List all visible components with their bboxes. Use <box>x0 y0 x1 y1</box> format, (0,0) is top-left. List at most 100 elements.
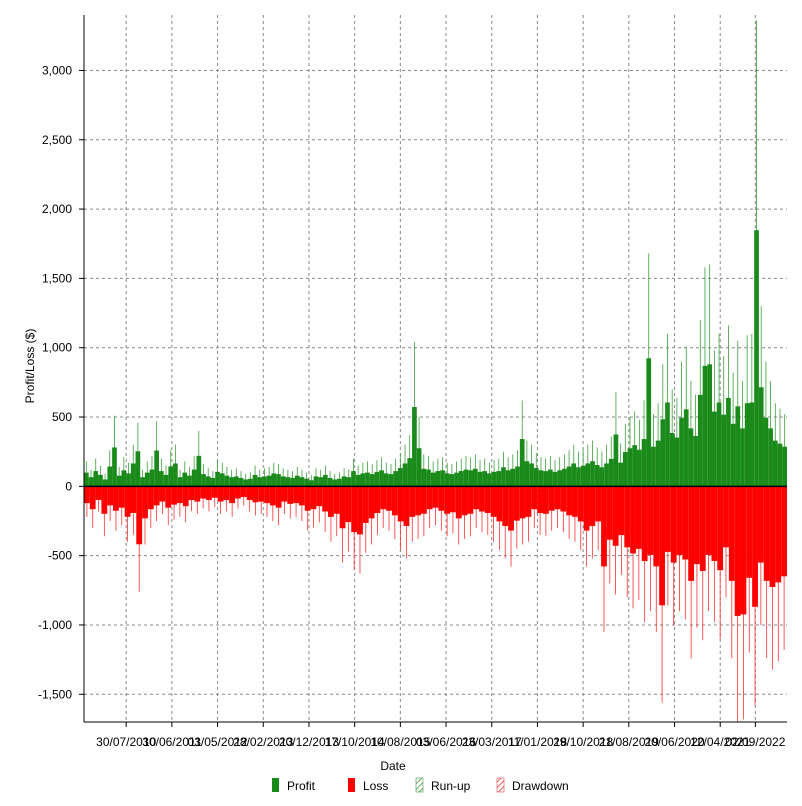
loss-bar <box>298 486 305 506</box>
loss-bar <box>763 486 770 581</box>
legend-label: Loss <box>363 779 388 793</box>
loss-bar <box>200 486 207 499</box>
loss-bar <box>89 486 96 510</box>
loss-bar <box>525 486 532 517</box>
loss-bar <box>705 486 712 555</box>
profit-bar <box>538 470 544 487</box>
y-tick-label: 2,500 <box>42 133 72 147</box>
x-tick-label: 12/04/2021 <box>690 735 750 749</box>
x-tick-label: 20/12/2013 <box>279 735 339 749</box>
loss-bar <box>293 486 299 504</box>
loss-bar <box>229 486 236 504</box>
profit-bar <box>744 403 750 487</box>
profit-bar <box>238 477 244 487</box>
profit-bar <box>224 475 230 487</box>
loss-bar <box>310 486 317 510</box>
profit-bar <box>243 479 249 487</box>
profit-bar <box>730 423 736 487</box>
loss-bar <box>606 486 613 540</box>
y-axis-label: Profit/Loss ($) <box>23 329 37 404</box>
loss-bar <box>641 486 648 562</box>
profit-bar <box>313 476 319 487</box>
loss-bar <box>775 486 782 583</box>
y-tick-label: -1,500 <box>38 687 72 701</box>
profit-bar <box>308 480 314 487</box>
loss-bar <box>130 486 137 514</box>
x-axis-label: Date <box>380 759 406 773</box>
profit-bar <box>276 474 281 487</box>
loss-bar <box>438 486 445 511</box>
profit-bar <box>187 475 192 487</box>
loss-bar <box>124 486 131 517</box>
loss-bar <box>450 486 456 513</box>
profit-bar <box>191 469 197 487</box>
profit-bar <box>707 364 713 487</box>
profit-bar <box>552 471 558 487</box>
profit-bar <box>693 436 698 487</box>
profit-bar <box>88 477 94 487</box>
profit-bar <box>444 473 450 487</box>
x-tick-label: 23/03/2017 <box>462 735 522 749</box>
profit-bar <box>126 473 131 487</box>
profit-bar <box>651 446 656 487</box>
legend-label: Run-up <box>431 779 471 793</box>
profit-bar <box>346 477 352 487</box>
profit-bar <box>412 407 417 487</box>
loss-bar <box>490 486 497 517</box>
loss-bar <box>409 486 416 517</box>
y-tick-label: 500 <box>52 410 72 424</box>
loss-bar <box>362 486 369 523</box>
loss-bar <box>159 486 166 502</box>
y-tick-label: 1,000 <box>42 341 72 355</box>
profit-bar <box>290 477 295 487</box>
x-tick-label: 17/10/2014 <box>325 735 385 749</box>
profit-bar <box>505 470 511 487</box>
loss-bar <box>757 486 764 563</box>
profit-bar <box>140 477 145 487</box>
profit-bar <box>491 471 497 487</box>
loss-bar <box>595 486 602 522</box>
profit-bar <box>393 471 399 487</box>
profit-bar <box>327 477 333 487</box>
loss-bar <box>618 486 625 536</box>
profit-bar <box>632 445 638 487</box>
loss-bar <box>258 486 265 502</box>
loss-bar <box>107 486 114 506</box>
loss-bar <box>664 486 671 552</box>
loss-bar <box>328 486 334 517</box>
loss-bar <box>537 486 543 514</box>
loss-bar <box>455 486 462 519</box>
profit-bar <box>524 461 530 487</box>
loss-bar <box>357 486 363 535</box>
loss-bar <box>728 486 735 581</box>
profit-bar <box>196 455 202 487</box>
profit-bar <box>360 473 366 487</box>
loss-bar <box>740 486 747 615</box>
loss-bar <box>508 486 514 531</box>
profit-bar <box>144 472 150 487</box>
profit-bar <box>351 471 356 487</box>
profit-bar <box>318 477 324 487</box>
loss-bar <box>630 486 636 554</box>
profit-bar <box>571 463 577 487</box>
profit-bar <box>323 474 328 487</box>
profit-bar <box>515 466 520 487</box>
profit-bar <box>510 468 516 487</box>
loss-bar <box>374 486 381 514</box>
loss-bar <box>473 486 480 510</box>
loss-bar <box>723 486 729 548</box>
loss-bar <box>281 486 288 502</box>
loss-bar <box>339 486 346 529</box>
loss-bar <box>572 486 578 517</box>
loss-bar <box>502 486 509 526</box>
profit-bar <box>608 458 614 487</box>
profit-bar <box>665 402 670 487</box>
profit-bar <box>426 469 431 487</box>
y-tick-label: 2,000 <box>42 202 72 216</box>
loss-bar <box>386 486 392 511</box>
profit-bar <box>557 470 563 487</box>
profit-bar <box>763 417 769 487</box>
loss-bar <box>380 486 387 510</box>
loss-bar <box>676 486 683 555</box>
